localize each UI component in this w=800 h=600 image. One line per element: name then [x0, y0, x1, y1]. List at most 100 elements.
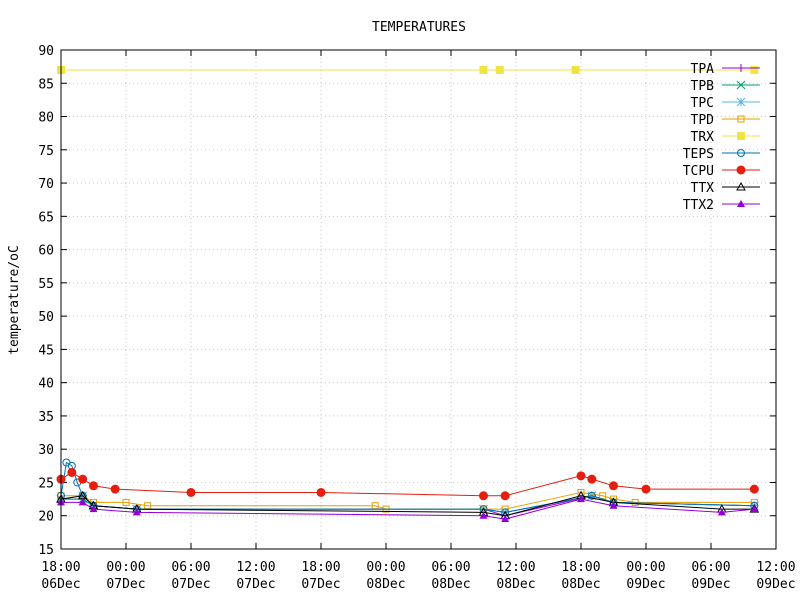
data-point-tcpu [186, 487, 196, 497]
data-point-ttx2 [132, 508, 141, 516]
legend-label: TTX2 [683, 198, 714, 213]
series-ttx2 [57, 495, 759, 523]
data-point-tcpu [316, 487, 326, 497]
y-axis-label: temperature/oC [7, 245, 22, 355]
x-tick-label-time: 00:00 [626, 560, 665, 575]
x-tick-label-date: 09Dec [626, 577, 665, 592]
data-point-tcpu [641, 484, 651, 494]
y-tick-label: 55 [38, 277, 54, 292]
y-tick-label: 65 [38, 210, 54, 225]
y-tick-label: 70 [38, 177, 54, 192]
x-tick-label-time: 18:00 [301, 560, 340, 575]
data-point-ttx2 [501, 515, 510, 523]
data-point-ttx2 [479, 511, 488, 519]
legend: TPA TPB TPC TPD TRX TEPS TCPU TTX TTX2 [683, 62, 760, 213]
x-tick-label-time: 12:00 [236, 560, 275, 575]
legend-item-ttx2: TTX2 [683, 198, 760, 213]
legend-label: TCPU [683, 164, 714, 179]
chart-title: TEMPERATURES [372, 20, 466, 35]
y-tick-label: 85 [38, 77, 54, 92]
y-tick-label: 15 [38, 543, 54, 558]
plot-border [60, 49, 777, 550]
x-tick-label-date: 07Dec [301, 577, 340, 592]
legend-label: TPB [691, 79, 715, 94]
y-tick-label: 35 [38, 410, 54, 425]
data-point-trx [495, 65, 504, 74]
series-tcpu [56, 467, 759, 501]
x-tick-label-time: 06:00 [171, 560, 210, 575]
data-point-trx [479, 65, 488, 74]
data-point-tcpu [67, 467, 77, 477]
legend-item-teps: TEPS [683, 147, 760, 162]
series-teps [57, 458, 759, 517]
x-tick-label-date: 08Dec [366, 577, 405, 592]
data-point-teps [587, 491, 596, 500]
x-axis-ticks: 18:00 06Dec 00:00 07Dec 06:00 07Dec 12:00 07Dec… [41, 50, 796, 592]
data-point-tcpu [749, 484, 759, 494]
legend-marker [737, 200, 745, 207]
data-point-ttx2 [609, 501, 618, 509]
legend-item-tpb: TPB [691, 79, 760, 94]
legend-marker [736, 181, 746, 191]
legend-marker [737, 132, 745, 140]
data-point-ttx2 [89, 505, 98, 513]
data-point-tcpu [587, 474, 597, 484]
data-point-tcpu [479, 491, 488, 501]
x-tick-label-time: 12:00 [756, 560, 795, 575]
data-point-ttx2 [717, 508, 726, 516]
x-tick-label-date: 08Dec [431, 577, 470, 592]
x-tick-label-time: 06:00 [691, 560, 730, 575]
legend-label: TPA [691, 62, 715, 77]
y-tick-label: 30 [38, 443, 54, 458]
x-tick-label-date: 06Dec [41, 577, 80, 592]
y-tick-label: 45 [38, 343, 54, 358]
legend-item-tpd: TPD [691, 113, 760, 128]
x-tick-label-time: 18:00 [41, 560, 80, 575]
x-tick-label-time: 06:00 [431, 560, 470, 575]
x-tick-label-date: 08Dec [561, 577, 600, 592]
legend-marker [736, 97, 746, 107]
legend-label: TPD [691, 113, 715, 128]
x-tick-label-date: 09Dec [691, 577, 730, 592]
legend-label: TEPS [683, 147, 714, 162]
data-point-tcpu [78, 474, 88, 484]
data-point-tpd [122, 498, 130, 506]
data-point-tcpu [609, 481, 618, 491]
legend-item-tpc: TPC [691, 96, 760, 111]
legend-label: TRX [691, 130, 715, 145]
x-tick-label-time: 18:00 [561, 560, 600, 575]
x-tick-label-date: 07Dec [236, 577, 275, 592]
series-trx [57, 65, 759, 74]
data-point-tcpu [89, 481, 98, 491]
legend-item-tcpu: TCPU [683, 164, 760, 179]
x-tick-label-date: 08Dec [496, 577, 535, 592]
grid-lines [61, 50, 776, 549]
legend-item-ttx: TTX [691, 181, 760, 196]
y-tick-label: 90 [38, 44, 54, 59]
x-tick-label-date: 07Dec [106, 577, 145, 592]
y-tick-label: 25 [38, 476, 54, 491]
data-point-ttx2 [750, 505, 759, 513]
x-tick-label-time: 00:00 [106, 560, 145, 575]
legend-marker [737, 64, 745, 72]
series-line-ttx2 [61, 498, 755, 520]
series-line-tpd [61, 491, 755, 510]
data-point-trx [571, 65, 580, 74]
legend-marker [736, 80, 746, 90]
y-tick-label: 80 [38, 111, 54, 126]
legend-label: TTX [691, 181, 715, 196]
data-point-trx [750, 65, 759, 74]
x-tick-label-date: 07Dec [171, 577, 210, 592]
series-line-tpb [61, 495, 755, 513]
x-tick-label-time: 00:00 [366, 560, 405, 575]
y-tick-label: 60 [38, 244, 54, 259]
y-tick-label: 50 [38, 310, 54, 325]
data-point-ttx2 [577, 495, 585, 503]
series-line-ttx [60, 495, 755, 517]
legend-marker [736, 165, 746, 175]
legend-marker [737, 115, 745, 123]
legend-label: TPC [691, 96, 714, 111]
y-tick-label: 20 [38, 510, 54, 525]
data-point-tcpu [500, 491, 510, 501]
